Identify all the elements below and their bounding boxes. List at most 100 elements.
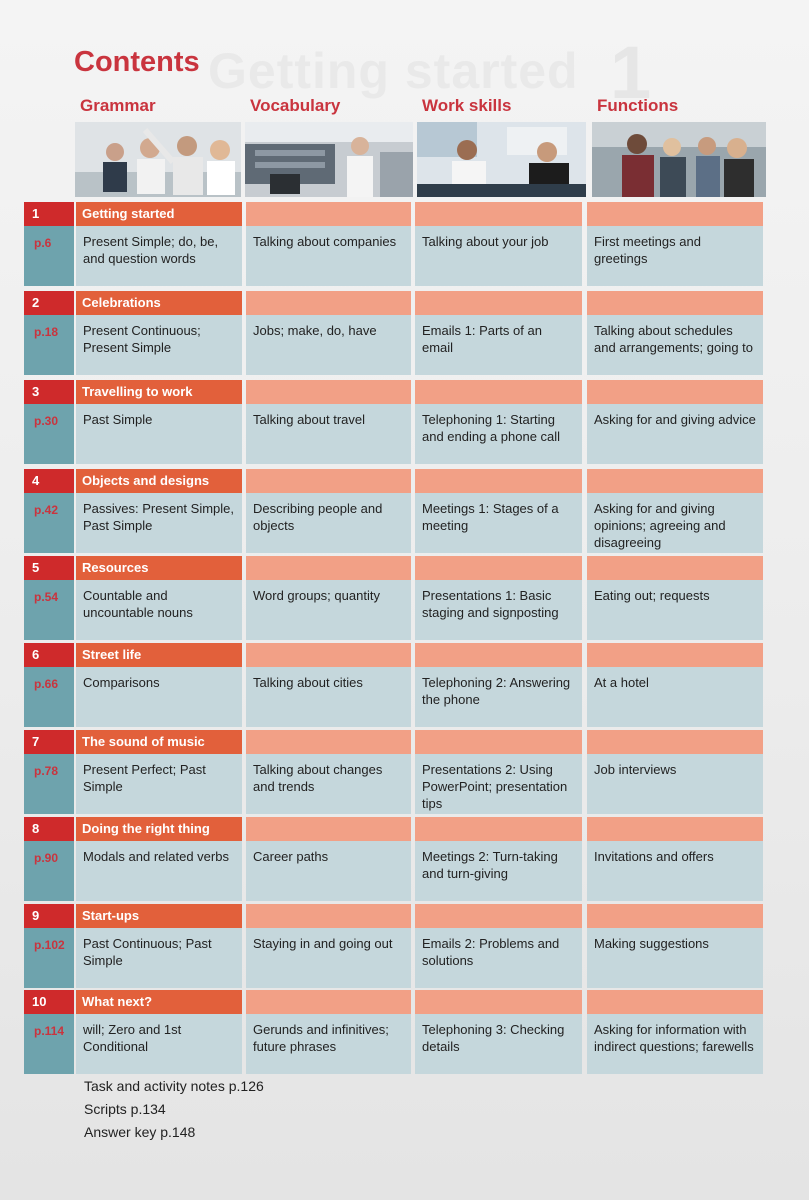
cell-vocabulary: Describing people and objects: [246, 469, 411, 553]
cell-header-band: [587, 817, 763, 841]
cell-text: Telephoning 2: Answering the phone: [422, 675, 571, 707]
cell-vocabulary: Career paths: [246, 817, 411, 901]
cell-text: will; Zero and 1st Conditional: [83, 1022, 182, 1054]
cell-work-skills: Meetings 1: Stages of a meeting: [415, 469, 582, 553]
cell-grammar: Street life Comparisons: [76, 643, 242, 727]
cell-header-band: [246, 730, 411, 754]
unit-page: p.102: [34, 938, 65, 952]
cell-text: Presentations 2: Using PowerPoint; prese…: [422, 762, 568, 811]
cell-text: Eating out; requests: [594, 588, 710, 603]
cell-header-band: [246, 904, 411, 928]
column-header-vocabulary: Vocabulary: [250, 96, 341, 115]
column-header-functions: Functions: [597, 96, 679, 115]
unit-number-cell: 6 p.66: [24, 643, 74, 727]
unit-number: 10: [24, 990, 74, 1014]
unit-number-cell: 5 p.54: [24, 556, 74, 640]
cell-header-band: [587, 469, 763, 493]
cell-text: First meetings and greetings: [594, 234, 701, 266]
unit-title: Objects and designs: [76, 469, 242, 493]
unit-title: Getting started: [76, 202, 242, 226]
unit-title: Travelling to work: [76, 380, 242, 404]
unit-number: 9: [24, 904, 74, 928]
unit-number-cell: 7 p.78: [24, 730, 74, 814]
unit-number: 8: [24, 817, 74, 841]
cell-text: Asking for information with indirect que…: [594, 1022, 754, 1054]
cell-text: Career paths: [253, 849, 329, 864]
cell-header-band: [587, 380, 763, 404]
cell-functions: First meetings and greetings: [587, 202, 763, 286]
cell-text: Word groups; quantity: [253, 588, 380, 603]
cell-text: At a hotel: [594, 675, 649, 690]
cell-functions: Asking for information with indirect que…: [587, 990, 763, 1074]
cell-text: Talking about cities: [253, 675, 363, 690]
cell-header-band: [415, 380, 582, 404]
cell-vocabulary: Talking about cities: [246, 643, 411, 727]
cell-header-band: [587, 904, 763, 928]
cell-work-skills: Emails 1: Parts of an email: [415, 291, 582, 375]
cell-text: Past Simple: [83, 412, 153, 427]
unit-number: 2: [24, 291, 74, 315]
unit-number-cell: 3 p.30: [24, 380, 74, 464]
unit-number-cell: 8 p.90: [24, 817, 74, 901]
page-title: Contents: [74, 46, 200, 78]
cell-header-band: [587, 643, 763, 667]
cell-header-band: [415, 730, 582, 754]
unit-page: p.30: [34, 414, 59, 428]
cell-functions: Invitations and offers: [587, 817, 763, 901]
background-ghost-title: Getting started: [208, 43, 579, 99]
cell-grammar: The sound of music Present Perfect; Past …: [76, 730, 242, 814]
cell-text: Emails 1: Parts of an email: [422, 323, 542, 355]
unit-number: 7: [24, 730, 74, 754]
unit-page: p.90: [34, 851, 59, 865]
functions-photo: [592, 122, 766, 197]
unit-number-cell: 2 p.18: [24, 291, 74, 375]
footer-note: Answer key p.148: [84, 1124, 196, 1140]
cell-functions: Asking for and giving advice: [587, 380, 763, 464]
cell-header-band: [415, 990, 582, 1014]
vocabulary-photo: [245, 122, 413, 197]
cell-header-band: [415, 469, 582, 493]
cell-text: Countable and uncountable nouns: [83, 588, 193, 620]
cell-vocabulary: Gerunds and infinitives; future phrases: [246, 990, 411, 1074]
cell-text: Job interviews: [594, 762, 677, 777]
cell-grammar: Resources Countable and uncountable nouns: [76, 556, 242, 640]
cell-work-skills: Telephoning 2: Answering the phone: [415, 643, 582, 727]
cell-text: Meetings 2: Turn-taking and turn-giving: [422, 849, 558, 881]
unit-number-cell: 1 p.6: [24, 202, 74, 286]
cell-text: Telephoning 3: Checking details: [422, 1022, 565, 1054]
cell-grammar: Travelling to work Past Simple: [76, 380, 242, 464]
column-header-grammar: Grammar: [80, 96, 156, 115]
unit-number: 5: [24, 556, 74, 580]
cell-text: Past Continuous; Past Simple: [83, 936, 212, 968]
cell-grammar: Getting started Present Simple; do, be, a…: [76, 202, 242, 286]
background-ghost-number: 1: [610, 31, 652, 114]
cell-header-band: [246, 291, 411, 315]
footer-note: Scripts p.134: [84, 1101, 166, 1117]
cell-text: Invitations and offers: [594, 849, 714, 864]
cell-text: Telephoning 1: Starting and ending a pho…: [422, 412, 561, 444]
cell-vocabulary: Talking about companies: [246, 202, 411, 286]
cell-vocabulary: Talking about travel: [246, 380, 411, 464]
cell-vocabulary: Jobs; make, do, have: [246, 291, 411, 375]
cell-header-band: [587, 990, 763, 1014]
cell-text: Asking for and giving opinions; agreeing…: [594, 501, 726, 550]
cell-header-band: [246, 380, 411, 404]
cell-text: Meetings 1: Stages of a meeting: [422, 501, 559, 533]
unit-number-cell: 9 p.102: [24, 904, 74, 988]
cell-text: Talking about your job: [422, 234, 549, 249]
cell-text: Gerunds and infinitives; future phrases: [253, 1022, 389, 1054]
cell-header-band: [587, 291, 763, 315]
cell-header-band: [587, 556, 763, 580]
unit-title: What next?: [76, 990, 242, 1014]
cell-text: Passives: Present Simple, Past Simple: [83, 501, 235, 533]
cell-functions: Job interviews: [587, 730, 763, 814]
column-header-work-skills: Work skills: [422, 96, 512, 115]
cell-work-skills: Emails 2: Problems and solutions: [415, 904, 582, 988]
cell-functions: Asking for and giving opinions; agreeing…: [587, 469, 763, 553]
unit-number-cell: 4 p.42: [24, 469, 74, 553]
unit-page: p.66: [34, 677, 59, 691]
cell-work-skills: Telephoning 3: Checking details: [415, 990, 582, 1074]
unit-title: The sound of music: [76, 730, 242, 754]
cell-vocabulary: Staying in and going out: [246, 904, 411, 988]
cell-text: Jobs; make, do, have: [253, 323, 377, 338]
